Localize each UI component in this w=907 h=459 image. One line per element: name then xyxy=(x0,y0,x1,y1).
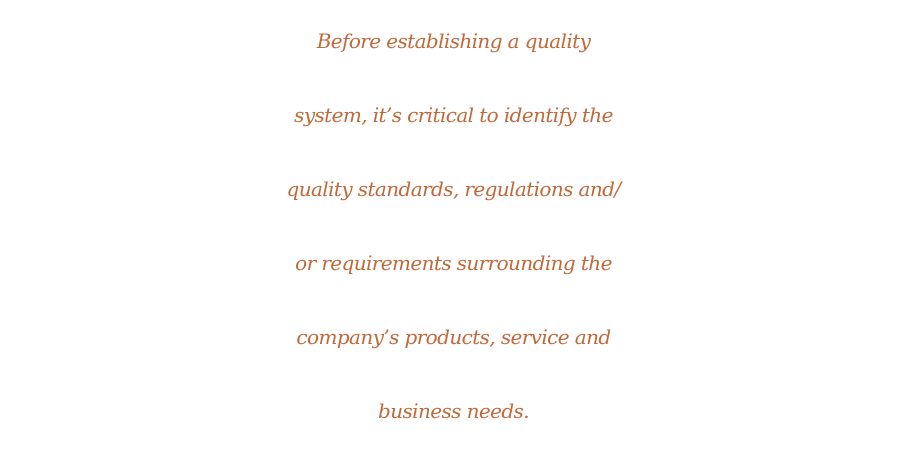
quote-line-4: or requirements surrounding the xyxy=(295,251,612,275)
quote-line-3: quality standards, regulations and/ xyxy=(286,177,622,201)
quote-line-1: Before establishing a quality xyxy=(316,29,591,53)
quote-line-5: company’s products, service and xyxy=(296,325,611,349)
pull-quote: Before establishing a quality system, it… xyxy=(0,4,907,448)
quote-line-2: system, it’s critical to identify the xyxy=(294,103,613,127)
quote-line-6: business needs. xyxy=(378,399,530,423)
